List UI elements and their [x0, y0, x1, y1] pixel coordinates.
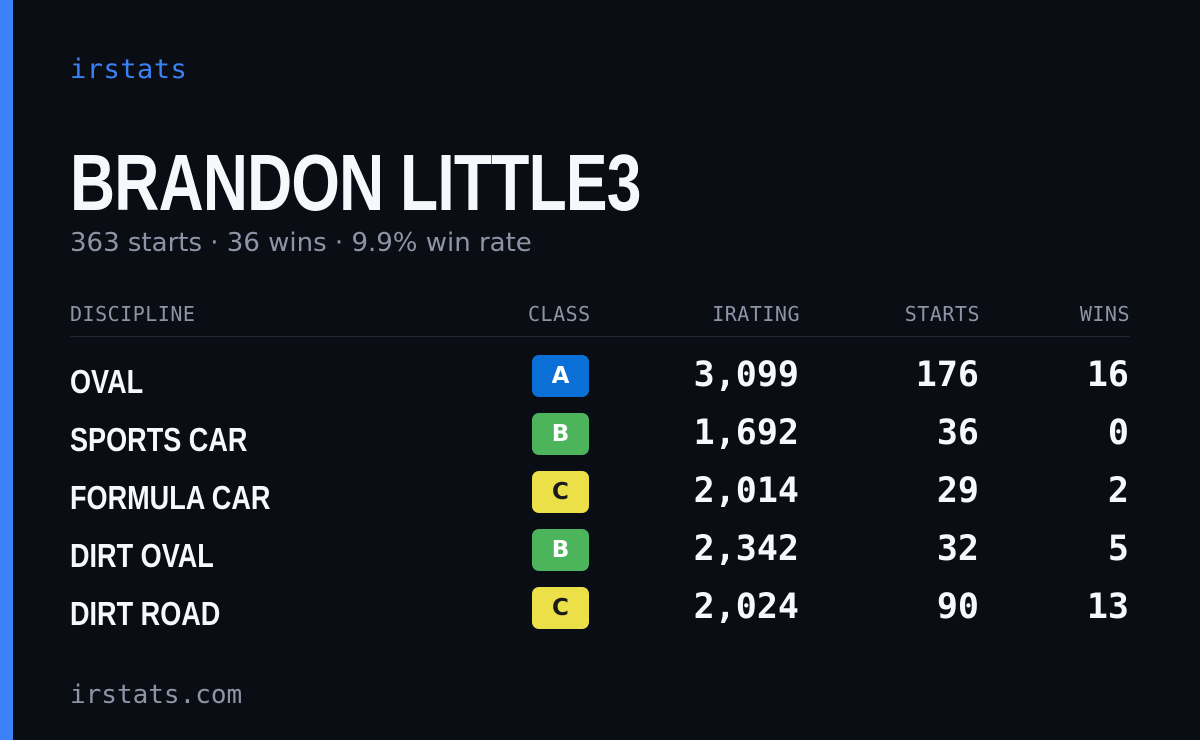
irating-value: 2,342 — [693, 529, 799, 569]
discipline-name: SPORTS CAR — [70, 421, 248, 458]
table-row: SPORTS CAR B 1,692 36 0 — [70, 411, 1130, 469]
discipline-name: DIRT OVAL — [70, 537, 214, 574]
driver-name: BRANDON LITTLE3 — [70, 138, 641, 227]
header-wins: WINS — [1079, 302, 1130, 326]
irating-value: 3,099 — [693, 355, 799, 395]
starts-value: 176 — [915, 355, 979, 395]
wins-value: 5 — [1107, 529, 1129, 569]
irating-value: 2,014 — [693, 471, 799, 511]
starts-value: 90 — [936, 587, 979, 627]
discipline-table: DISCIPLINE CLASS IRATING STARTS WINS OVA… — [70, 296, 1130, 643]
wins-value: 2 — [1107, 471, 1129, 511]
driver-summary: 363 starts · 36 wins · 9.9% win rate — [70, 228, 532, 258]
discipline-name: DIRT ROAD — [70, 595, 221, 632]
license-class-badge: A — [532, 355, 589, 397]
table-header: DISCIPLINE CLASS IRATING STARTS WINS — [70, 296, 1130, 337]
discipline-name: FORMULA CAR — [70, 479, 271, 516]
irating-value: 2,024 — [693, 587, 799, 627]
footer-url: irstats.com — [70, 680, 243, 710]
starts-value: 29 — [936, 471, 979, 511]
wins-value: 16 — [1086, 355, 1129, 395]
wins-value: 0 — [1107, 413, 1129, 453]
accent-bar — [0, 0, 13, 740]
brand-logo-text: irstats — [70, 54, 188, 85]
table-row: OVAL A 3,099 176 16 — [70, 353, 1130, 411]
starts-value: 36 — [936, 413, 979, 453]
license-class-badge: B — [532, 529, 589, 571]
table-body: OVAL A 3,099 176 16 SPORTS CAR B 1,692 3… — [70, 353, 1130, 643]
header-class: CLASS — [528, 302, 591, 326]
license-class-badge: C — [532, 587, 589, 629]
irating-value: 1,692 — [693, 413, 799, 453]
license-class-badge: B — [532, 413, 589, 455]
header-discipline: DISCIPLINE — [70, 302, 196, 326]
header-starts: STARTS — [904, 302, 980, 326]
table-row: DIRT ROAD C 2,024 90 13 — [70, 585, 1130, 643]
license-class-badge: C — [532, 471, 589, 513]
discipline-name: OVAL — [70, 363, 144, 400]
starts-value: 32 — [936, 529, 979, 569]
header-irating: IRATING — [712, 302, 800, 326]
wins-value: 13 — [1086, 587, 1129, 627]
table-row: FORMULA CAR C 2,014 29 2 — [70, 469, 1130, 527]
table-row: DIRT OVAL B 2,342 32 5 — [70, 527, 1130, 585]
